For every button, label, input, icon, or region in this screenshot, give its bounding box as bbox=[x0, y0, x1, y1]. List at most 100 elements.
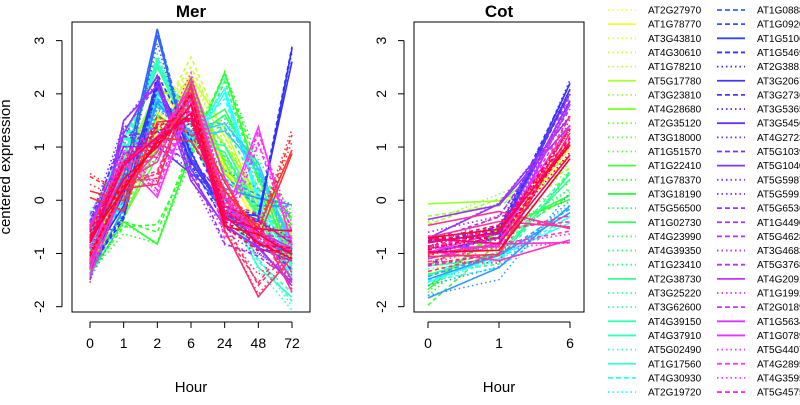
y-tick-label: 2 bbox=[31, 90, 47, 98]
legend-label: AT5G17780 bbox=[648, 76, 702, 87]
series-line bbox=[427, 101, 571, 254]
legend-label: AT3G4683 bbox=[757, 246, 800, 257]
series-line bbox=[427, 128, 571, 251]
plot-frame bbox=[71, 21, 311, 313]
series-line bbox=[427, 143, 571, 240]
series-line bbox=[427, 118, 571, 264]
legend-label: AT5G4407 bbox=[757, 345, 800, 356]
legend-label: AT4G2723 bbox=[757, 133, 800, 144]
y-tick-label: 0 bbox=[373, 196, 389, 204]
legend-label: AT1G78210 bbox=[648, 62, 702, 73]
legend-label: AT5G4575 bbox=[757, 388, 800, 399]
legend-label: AT1G5106 bbox=[757, 34, 800, 45]
series-line bbox=[427, 137, 571, 242]
legend-label: AT2G35120 bbox=[648, 119, 702, 130]
legend-label: AT5G4628 bbox=[757, 232, 800, 243]
series-line bbox=[427, 233, 571, 266]
legend-label: AT4G23990 bbox=[648, 232, 702, 243]
legend-label: AT3G5456 bbox=[757, 119, 800, 130]
series-line bbox=[427, 129, 571, 257]
series-line bbox=[89, 46, 293, 269]
series-line bbox=[427, 114, 571, 233]
legend-label: AT3G18000 bbox=[648, 133, 702, 144]
legend-label: AT4G37910 bbox=[648, 331, 702, 342]
y-tick-label: 1 bbox=[373, 143, 389, 151]
panel-title: Mer bbox=[176, 2, 207, 21]
series-line bbox=[89, 61, 293, 265]
x-tick-label: 0 bbox=[86, 335, 94, 351]
legend-label: AT4G39150 bbox=[648, 317, 702, 328]
series-line bbox=[89, 119, 293, 244]
x-tick-label: 1 bbox=[495, 335, 503, 351]
series-line bbox=[427, 220, 571, 239]
series-line bbox=[427, 194, 571, 306]
legend-label: AT1G02730 bbox=[648, 218, 702, 229]
series-line bbox=[89, 112, 293, 255]
x-tick-label: 6 bbox=[566, 335, 574, 351]
series-line bbox=[89, 91, 293, 252]
legend-label: AT1G78770 bbox=[648, 20, 702, 31]
series-line bbox=[427, 208, 571, 278]
legend-label: AT5G6536 bbox=[757, 204, 800, 215]
legend-label: AT4G28680 bbox=[648, 105, 702, 116]
legend-label: AT2G3881 bbox=[757, 62, 800, 73]
x-tick-label: 1 bbox=[120, 335, 128, 351]
legend: AT2G27970 AT1G78770 AT3G43810 AT4G30610 AT1G… bbox=[608, 6, 800, 399]
y-tick-label: 3 bbox=[31, 37, 47, 45]
y-tick-label: 3 bbox=[373, 37, 389, 45]
series-line bbox=[427, 191, 571, 297]
legend-label: AT3G5365 bbox=[757, 105, 800, 116]
legend-label: AT4G30930 bbox=[648, 373, 702, 384]
legend-label: AT5G1040 bbox=[757, 161, 800, 172]
legend-label: AT5G3768 bbox=[757, 260, 800, 271]
legend-label: AT4G2895 bbox=[757, 359, 800, 370]
legend-label: AT5G5987 bbox=[757, 175, 800, 186]
legend-label: AT1G0789 bbox=[757, 331, 800, 342]
panel-cot: Cot -2 -1 0 1 2 3 0 1 6 Hour bbox=[373, 2, 585, 396]
series-line bbox=[89, 114, 293, 232]
series-line bbox=[427, 90, 571, 247]
series-line bbox=[89, 97, 293, 263]
legend-label: AT2G19720 bbox=[648, 388, 702, 399]
legend-label: AT3G43810 bbox=[648, 34, 702, 45]
x-tick-label: 48 bbox=[251, 335, 267, 351]
series-line bbox=[89, 121, 293, 244]
series-line bbox=[89, 83, 293, 284]
y-axis-label: centered expression bbox=[0, 99, 14, 234]
legend-label: AT4G39350 bbox=[648, 246, 702, 257]
y-tick-label: 0 bbox=[31, 196, 47, 204]
legend-label: AT5G5991 bbox=[757, 189, 800, 200]
legend-label: AT1G51570 bbox=[648, 147, 702, 158]
panel-mer: Mer -2 -1 0 1 2 3 0 1 2 6 24 48 72 Hour bbox=[31, 2, 311, 396]
x-tick-label: 24 bbox=[217, 335, 233, 351]
legend-label: AT5G02490 bbox=[648, 345, 702, 356]
x-axis-label: Hour bbox=[175, 379, 208, 396]
series-line bbox=[427, 205, 571, 299]
legend-label: AT1G5634 bbox=[757, 317, 800, 328]
legend-label: AT1G1992 bbox=[757, 289, 800, 300]
series-line bbox=[427, 239, 571, 262]
series-line bbox=[89, 82, 293, 282]
x-tick-label: 6 bbox=[187, 335, 195, 351]
y-tick-label: 1 bbox=[31, 143, 47, 151]
legend-label: AT1G4490 bbox=[757, 218, 800, 229]
x-axis-label: Hour bbox=[483, 379, 516, 396]
legend-label: AT3G25220 bbox=[648, 289, 702, 300]
series-line bbox=[89, 113, 293, 257]
series-line bbox=[427, 210, 571, 230]
series-line bbox=[427, 103, 571, 249]
series-lines bbox=[89, 28, 293, 311]
legend-label: AT2G0189 bbox=[757, 303, 800, 314]
legend-label: AT3G2736 bbox=[757, 90, 800, 101]
series-line bbox=[89, 107, 293, 249]
y-tick-label: -1 bbox=[31, 247, 47, 260]
x-tick-label: 2 bbox=[153, 335, 161, 351]
legend-label: AT1G22410 bbox=[648, 161, 702, 172]
series-line bbox=[89, 72, 293, 276]
series-line bbox=[89, 99, 292, 269]
legend-label: AT1G23410 bbox=[648, 260, 702, 271]
legend-label: AT4G2091 bbox=[757, 274, 800, 285]
legend-label: AT4G3595 bbox=[757, 373, 800, 384]
